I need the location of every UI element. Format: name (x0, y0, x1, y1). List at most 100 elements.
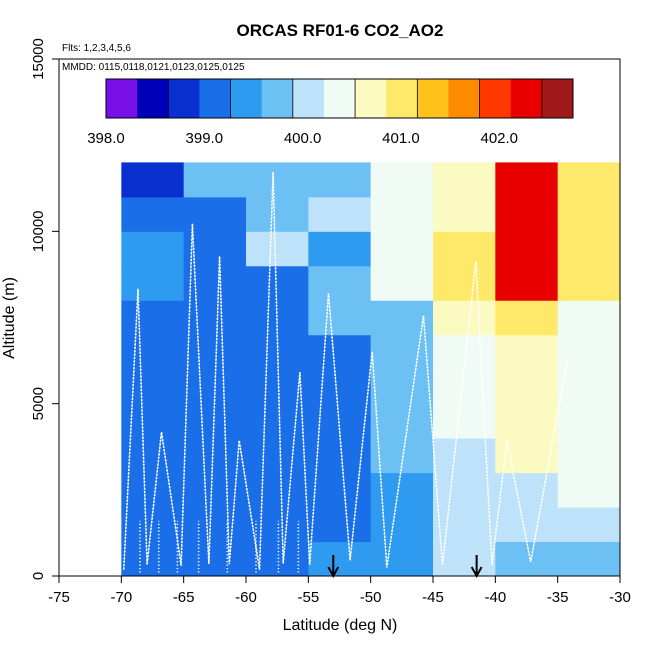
colorbar-swatch (417, 79, 449, 118)
y-tick-label: 15000 (30, 38, 47, 80)
heatmap-cell (121, 369, 185, 405)
heatmap-cell (121, 162, 185, 198)
colorbar-tick-label: 401.0 (382, 130, 420, 147)
heatmap-cell (557, 196, 621, 232)
colorbar-frame (105, 78, 574, 119)
heatmap-cell (495, 541, 559, 577)
colorbar-swatch (386, 79, 418, 118)
heatmap-cell (308, 231, 372, 267)
colorbar-tick-label: 399.0 (186, 130, 224, 147)
heatmap-cell (183, 162, 247, 198)
heatmap-cell (557, 507, 621, 543)
heatmap-cell (557, 162, 621, 198)
y-tick-label: 10000 (30, 210, 47, 252)
heatmap-cell (495, 231, 559, 267)
heatmap-cell (370, 507, 434, 543)
heatmap-cell (433, 472, 496, 508)
colorbar-swatch (261, 79, 294, 118)
heatmap-cell (183, 265, 247, 301)
colorbar-swatch (448, 79, 480, 118)
heatmap-cell (121, 196, 185, 232)
heatmap-cell (246, 403, 309, 439)
heatmap-cell (557, 472, 621, 508)
heatmap-cell (495, 162, 559, 198)
flight-tracks (123, 172, 569, 573)
heatmap-cell (495, 403, 559, 439)
colorbar-swatch (292, 79, 325, 118)
heatmap-cell (433, 507, 496, 543)
heatmap-cell (121, 438, 185, 474)
heatmap-cell (183, 541, 247, 577)
heatmap-cell (433, 541, 496, 577)
heatmap-cell (183, 300, 247, 336)
heatmap-cell (433, 265, 496, 301)
colorbar-swatch (479, 79, 512, 118)
x-tick-label: -30 (609, 589, 631, 606)
x-tick-label: -60 (235, 589, 257, 606)
heatmap-cell (183, 507, 247, 543)
heatmap-cell (246, 196, 309, 232)
colorbar-swatch (541, 79, 574, 118)
heatmap-cell (121, 334, 185, 370)
dates-subtitle: MMDD: 0115,0118,0121,0123,0125,0125 (62, 62, 245, 73)
chart-title: ORCAS RF01-6 CO2_AO2 (237, 21, 444, 40)
heatmap-cell (183, 472, 247, 508)
heatmap-cells (121, 162, 621, 577)
heatmap-cell (557, 369, 621, 405)
heatmap-cell (557, 403, 621, 439)
heatmap-cell (183, 196, 247, 232)
flights-subtitle: Flts: 1,2,3,4,5,6 (62, 43, 131, 54)
heatmap-cell (370, 265, 434, 301)
heatmap-cell (183, 334, 247, 370)
heatmap-cell (308, 507, 372, 543)
heatmap-cell (121, 231, 185, 267)
colorbar: 398.0 399.0 400.0 401.0 402.0 (87, 78, 574, 147)
heatmap-cell (121, 472, 185, 508)
heatmap-cell (370, 196, 434, 232)
heatmap-cell (308, 300, 372, 336)
heatmap-cell (246, 472, 309, 508)
heatmap-cell (183, 438, 247, 474)
heatmap-cell (370, 369, 434, 405)
heatmap-cell (183, 403, 247, 439)
colorbar-swatch (106, 79, 138, 118)
x-tick-label: -40 (484, 589, 506, 606)
heatmap-cell (370, 231, 434, 267)
heatmap-cell (370, 162, 434, 198)
x-tick-label: -35 (547, 589, 569, 606)
x-tick-label: -75 (48, 589, 70, 606)
heatmap-cell (308, 541, 372, 577)
colorbar-swatch (168, 79, 200, 118)
heatmap-cell (121, 541, 185, 577)
heatmap-cell (370, 541, 434, 577)
y-tick-label: 5000 (30, 387, 47, 420)
heatmap-cell (121, 300, 185, 336)
x-tick-label: -50 (360, 589, 382, 606)
x-tick-label: -45 (422, 589, 444, 606)
heatmap-cell (433, 196, 496, 232)
heatmap-cell (246, 162, 309, 198)
heatmap-cell (308, 265, 372, 301)
y-axis: 0 5000 10000 15000 (30, 38, 59, 580)
heatmap-cell (557, 334, 621, 370)
heatmap-cell (308, 334, 372, 370)
colorbar-tick-label: 398.0 (87, 130, 125, 147)
heatmap-cell (495, 472, 559, 508)
heatmap-cell (370, 334, 434, 370)
x-tick-label: -55 (297, 589, 319, 606)
flight-track-line (123, 172, 569, 570)
heatmap-cell (557, 541, 621, 577)
heatmap-cell (557, 438, 621, 474)
heatmap-cell (495, 334, 559, 370)
y-tick-label: 0 (30, 572, 47, 580)
colorbar-swatch (137, 79, 169, 118)
colorbar-swatch (355, 79, 387, 118)
colorbar-swatch (199, 79, 231, 118)
heatmap-cell (557, 300, 621, 336)
heatmap-cell (121, 265, 185, 301)
heatmap-cell (370, 472, 434, 508)
heatmap-cell (433, 403, 496, 439)
heatmap-cell (433, 231, 496, 267)
